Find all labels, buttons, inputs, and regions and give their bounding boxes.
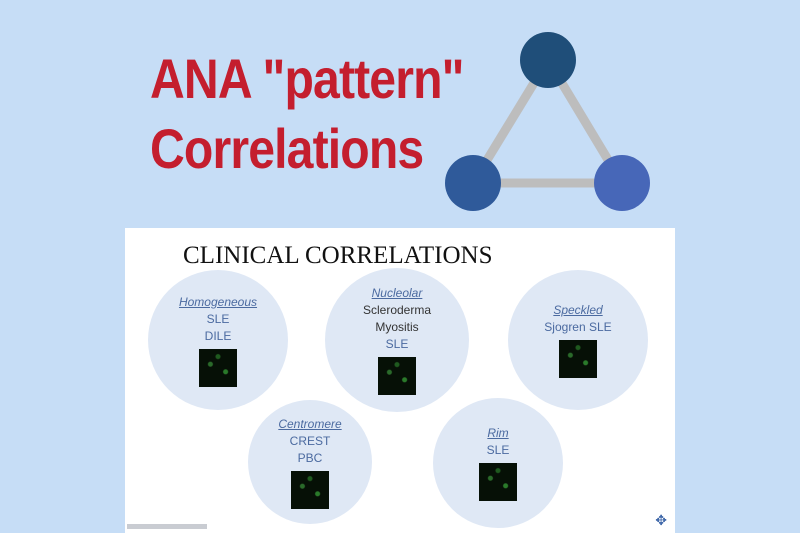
pattern-item: PBC	[297, 450, 323, 465]
slide-panel: CLINICAL CORRELATIONS Homogeneous SLE DI…	[125, 228, 675, 533]
footer-text-blur	[127, 524, 207, 529]
pattern-centromere: Centromere CREST PBC	[248, 400, 372, 524]
node-left	[445, 155, 501, 211]
pattern-name[interactable]: Speckled	[553, 303, 603, 317]
pattern-item: SLE	[486, 443, 510, 457]
pattern-name[interactable]: Homogeneous	[178, 294, 258, 309]
page-title: ANA "pattern" Correlations	[150, 44, 465, 184]
node-right	[594, 155, 650, 211]
logo-icon: ✥	[655, 512, 667, 528]
pattern-rim: Rim SLE	[433, 398, 563, 528]
title-line-2: Correlations	[150, 117, 424, 180]
title-line-1: ANA "pattern"	[150, 47, 465, 110]
pattern-name[interactable]: Nucleolar	[371, 286, 423, 300]
fluorescence-image	[378, 357, 416, 395]
pattern-name[interactable]: Centromere	[278, 416, 342, 431]
pattern-speckled: Speckled Sjogren SLE	[508, 270, 648, 410]
pattern-item: SLE	[385, 337, 409, 351]
fluorescence-image	[199, 348, 237, 387]
pattern-item: DILE	[204, 328, 232, 343]
pattern-name[interactable]: Rim	[487, 426, 509, 440]
pattern-item: CREST	[289, 433, 331, 448]
pattern-nucleolar: Nucleolar Scleroderma Myositis SLE	[325, 268, 469, 412]
pattern-item: Sjogren SLE	[544, 320, 612, 334]
panel-heading: CLINICAL CORRELATIONS	[183, 242, 493, 269]
pattern-item: SLE	[206, 311, 230, 326]
pattern-item: Myositis	[375, 320, 419, 334]
fluorescence-image	[291, 470, 329, 509]
network-triangle-icon	[445, 32, 650, 211]
node-top	[520, 32, 576, 88]
pattern-item: Scleroderma	[362, 303, 432, 317]
fluorescence-image	[559, 340, 597, 378]
pattern-homogeneous: Homogeneous SLE DILE	[148, 270, 288, 410]
fluorescence-image	[479, 463, 517, 501]
